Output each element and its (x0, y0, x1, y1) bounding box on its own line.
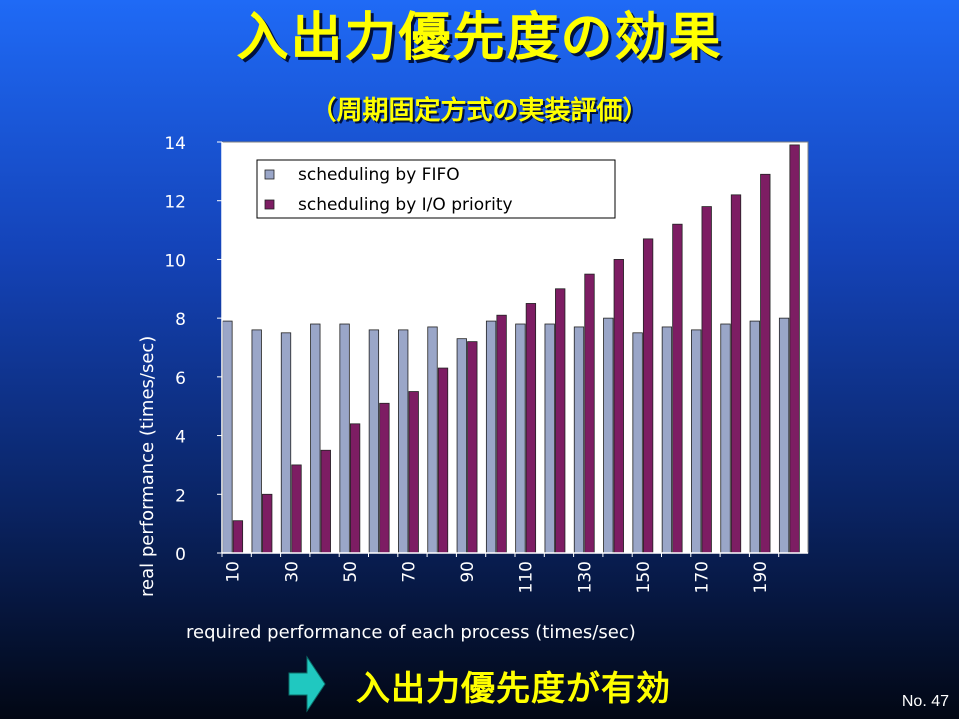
y-tick-label: 0 (175, 545, 186, 565)
conclusion-text: 入出力優先度が有効 (356, 669, 671, 709)
bar-io-priority (262, 493, 273, 554)
bar-io-priority (467, 341, 478, 554)
x-tick-label: 50 (341, 561, 361, 583)
bar-fifo (515, 323, 526, 554)
bar-fifo (544, 323, 555, 554)
bar-io-priority (701, 206, 712, 554)
y-tick-label: 8 (175, 310, 186, 330)
y-tick-label: 14 (164, 134, 186, 154)
bar-fifo (573, 326, 585, 554)
bar-io-priority (232, 520, 244, 554)
bar-io-priority (320, 449, 331, 554)
bar-io-priority (408, 391, 419, 554)
right-arrow-icon (288, 655, 326, 713)
bar-fifo (310, 323, 321, 554)
legend-swatch (264, 169, 275, 180)
y-tick-label: 10 (164, 251, 186, 271)
chart-container: 0 2 4 6 8 10 12 14 10 30 50 70 90 110 130 150 170 190 sche… (130, 130, 830, 650)
x-tick-label: 130 (575, 561, 595, 593)
bar-fifo (720, 323, 731, 554)
legend-box (256, 159, 616, 219)
bar-fifo (632, 332, 643, 554)
bar-fifo (251, 329, 262, 554)
bar-fifo (661, 326, 673, 554)
bar-fifo (691, 329, 702, 554)
bar-fifo (339, 323, 350, 554)
bar-io-priority (291, 464, 302, 554)
bar-io-priority (349, 423, 361, 554)
x-axis-title: required performance of each process (ti… (186, 622, 636, 643)
y-axis-title: real performance (times/sec) (137, 335, 158, 597)
y-tick-label: 2 (175, 486, 186, 506)
page-number: No. 47 (901, 693, 949, 710)
bar-io-priority (496, 314, 507, 554)
bar-io-priority (555, 288, 566, 554)
bar-io-priority (584, 273, 595, 554)
bar-fifo (749, 320, 760, 554)
bar-fifo (398, 329, 409, 554)
legend-swatch (264, 199, 275, 210)
bar-io-priority (730, 194, 742, 554)
x-tick-label: 30 (282, 561, 302, 583)
bar-io-priority (672, 223, 683, 554)
bar-fifo (456, 338, 467, 554)
bar-io-priority (379, 402, 390, 554)
bar-io-priority (437, 367, 449, 554)
legend-label: scheduling by I/O priority (298, 195, 513, 215)
bar-chart: 0 2 4 6 8 10 12 14 10 30 50 70 90 110 130 150 170 190 sche… (164, 134, 809, 593)
x-tick-label: 170 (692, 561, 712, 593)
x-tick-label: 190 (751, 561, 771, 593)
x-tick-label: 10 (224, 561, 244, 583)
bar-fifo (603, 317, 614, 554)
bar-fifo (485, 320, 497, 554)
bar-io-priority (613, 259, 624, 554)
x-tick-label: 110 (517, 561, 537, 593)
slide-title: 入出力優先度の効果 (236, 8, 723, 68)
slide-subtitle: （周期固定方式の実装評価） (310, 96, 649, 126)
bar-fifo (222, 320, 233, 554)
y-tick-label: 6 (175, 369, 186, 389)
x-tick-label: 90 (458, 561, 478, 583)
bar-fifo (778, 317, 790, 554)
bar-fifo (427, 326, 438, 554)
bar-fifo (280, 332, 292, 554)
bar-io-priority (642, 238, 654, 554)
bar-io-priority (760, 173, 771, 554)
legend-label: scheduling by FIFO (298, 165, 460, 185)
y-tick-label: 4 (175, 428, 186, 448)
x-tick-label: 70 (399, 561, 419, 583)
y-tick-label: 12 (164, 193, 186, 213)
bar-io-priority (525, 303, 537, 554)
bar-fifo (368, 329, 380, 554)
x-tick-label: 150 (634, 561, 654, 593)
bar-io-priority (789, 144, 800, 554)
